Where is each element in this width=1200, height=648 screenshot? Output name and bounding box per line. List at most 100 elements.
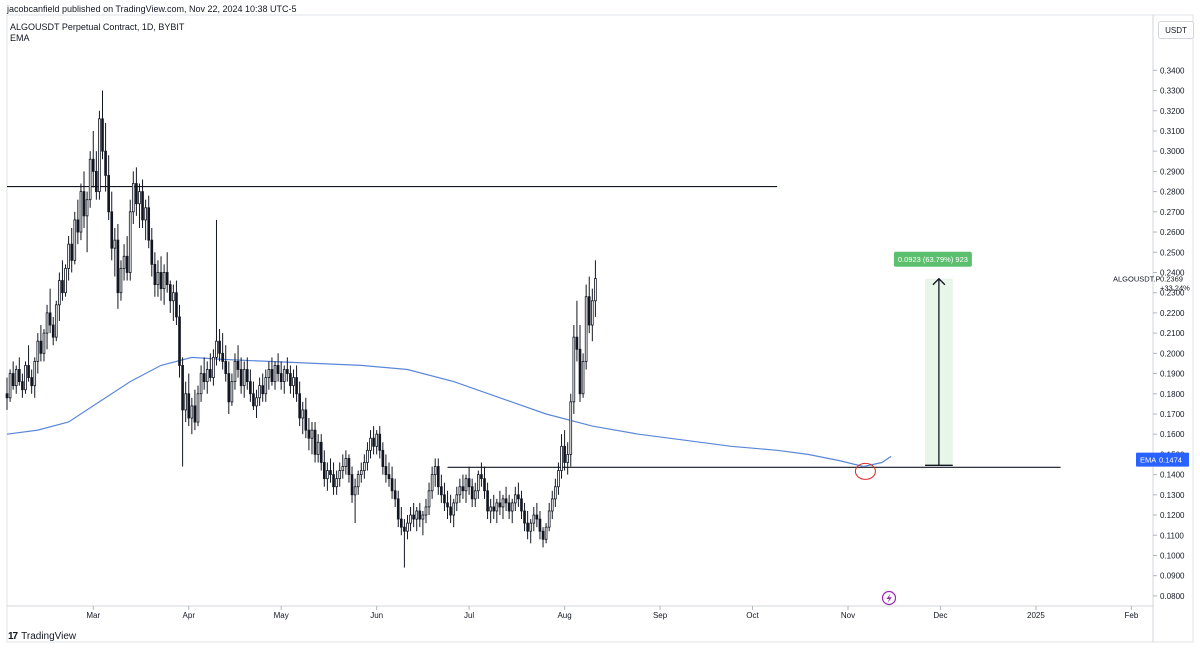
x-tick-label: Oct xyxy=(746,611,759,620)
indicator-label[interactable]: EMA xyxy=(10,33,30,43)
candle-body xyxy=(335,478,338,488)
candle-body xyxy=(529,522,533,532)
candle-body xyxy=(119,268,123,294)
last-price-value: 0.2369 xyxy=(1160,275,1183,284)
candle xyxy=(82,171,86,228)
candle-body xyxy=(267,369,271,378)
candle-body xyxy=(523,510,526,524)
candle xyxy=(255,389,258,419)
candle-body xyxy=(464,478,468,492)
candle-body xyxy=(147,207,151,241)
candle xyxy=(128,199,132,281)
candle xyxy=(172,284,175,321)
candle xyxy=(187,373,191,427)
candle-body xyxy=(526,522,529,532)
candle xyxy=(440,474,443,503)
candle-body xyxy=(187,393,191,419)
candle-body xyxy=(279,373,283,383)
candle-body xyxy=(495,502,499,512)
candle xyxy=(208,353,212,382)
candle xyxy=(461,474,465,499)
candle xyxy=(544,523,548,544)
candle xyxy=(8,369,12,402)
candle xyxy=(239,357,243,394)
candle xyxy=(236,345,240,378)
candle xyxy=(181,357,184,467)
y-tick-label: 0.2200 xyxy=(1160,309,1185,318)
candle xyxy=(464,474,468,503)
candle xyxy=(366,442,369,471)
alert-icon-bolt xyxy=(886,593,892,603)
y-tick-label: 0.2000 xyxy=(1160,349,1185,358)
candle-body xyxy=(470,486,474,500)
candle xyxy=(399,506,403,536)
candle-body xyxy=(569,401,573,455)
candle xyxy=(205,361,209,394)
candle xyxy=(54,300,58,342)
candle-body xyxy=(517,494,520,500)
candle xyxy=(517,482,520,507)
candle xyxy=(190,397,194,435)
candle-body xyxy=(298,393,301,419)
candle-body xyxy=(184,393,188,411)
candle xyxy=(335,470,338,495)
candle-body xyxy=(381,449,385,467)
candle xyxy=(384,454,388,483)
candle-body xyxy=(587,296,591,326)
candle-body xyxy=(584,296,588,362)
symbol-title[interactable]: ALGOUSDT Perpetual Contract, 1D, BYBIT xyxy=(10,22,185,32)
candle-body xyxy=(513,494,517,504)
candle xyxy=(14,365,18,394)
candle-body xyxy=(433,466,437,476)
candle-body xyxy=(30,377,33,387)
y-tick-label: 0.1400 xyxy=(1160,471,1185,480)
candle xyxy=(64,264,67,297)
candle xyxy=(249,369,252,402)
candle-body xyxy=(205,369,209,383)
candle xyxy=(424,498,428,524)
candle-body xyxy=(489,506,492,512)
candle-body xyxy=(446,502,449,508)
candle-body xyxy=(27,365,30,378)
candle xyxy=(196,385,200,427)
candle xyxy=(286,357,289,382)
candle xyxy=(520,490,523,520)
candle xyxy=(304,397,308,439)
candle xyxy=(218,329,221,362)
candle xyxy=(175,280,178,326)
candle-body xyxy=(113,239,117,249)
candle xyxy=(193,389,197,431)
candle xyxy=(212,349,215,386)
candle-body xyxy=(233,361,237,383)
candle-body xyxy=(486,490,489,512)
candle xyxy=(566,442,570,475)
candle-body xyxy=(131,183,135,213)
candle xyxy=(446,490,449,520)
candle-body xyxy=(353,486,357,496)
candle xyxy=(233,353,237,390)
candle-body xyxy=(199,373,203,395)
candle-body xyxy=(172,292,175,302)
annotation-circle xyxy=(854,462,876,480)
currency-unit[interactable]: USDT xyxy=(1158,21,1194,39)
candle xyxy=(147,195,151,249)
y-tick-label: 0.3100 xyxy=(1160,127,1185,136)
candle-body xyxy=(51,324,55,338)
candle-body xyxy=(455,494,459,504)
candle-body xyxy=(498,502,502,508)
candle-body xyxy=(307,429,311,439)
candle-body xyxy=(36,340,40,362)
x-tick-label: Feb xyxy=(1125,611,1139,620)
candle-body xyxy=(91,158,95,172)
tradingview-brand[interactable]: 17 TradingView xyxy=(8,631,76,642)
candle-body xyxy=(227,373,231,403)
candle xyxy=(252,381,255,410)
candle-body xyxy=(550,498,554,512)
candle xyxy=(58,272,61,321)
candle xyxy=(21,373,24,398)
candle xyxy=(554,478,557,507)
candle xyxy=(590,288,594,342)
candle xyxy=(563,430,566,471)
candle xyxy=(298,381,301,427)
